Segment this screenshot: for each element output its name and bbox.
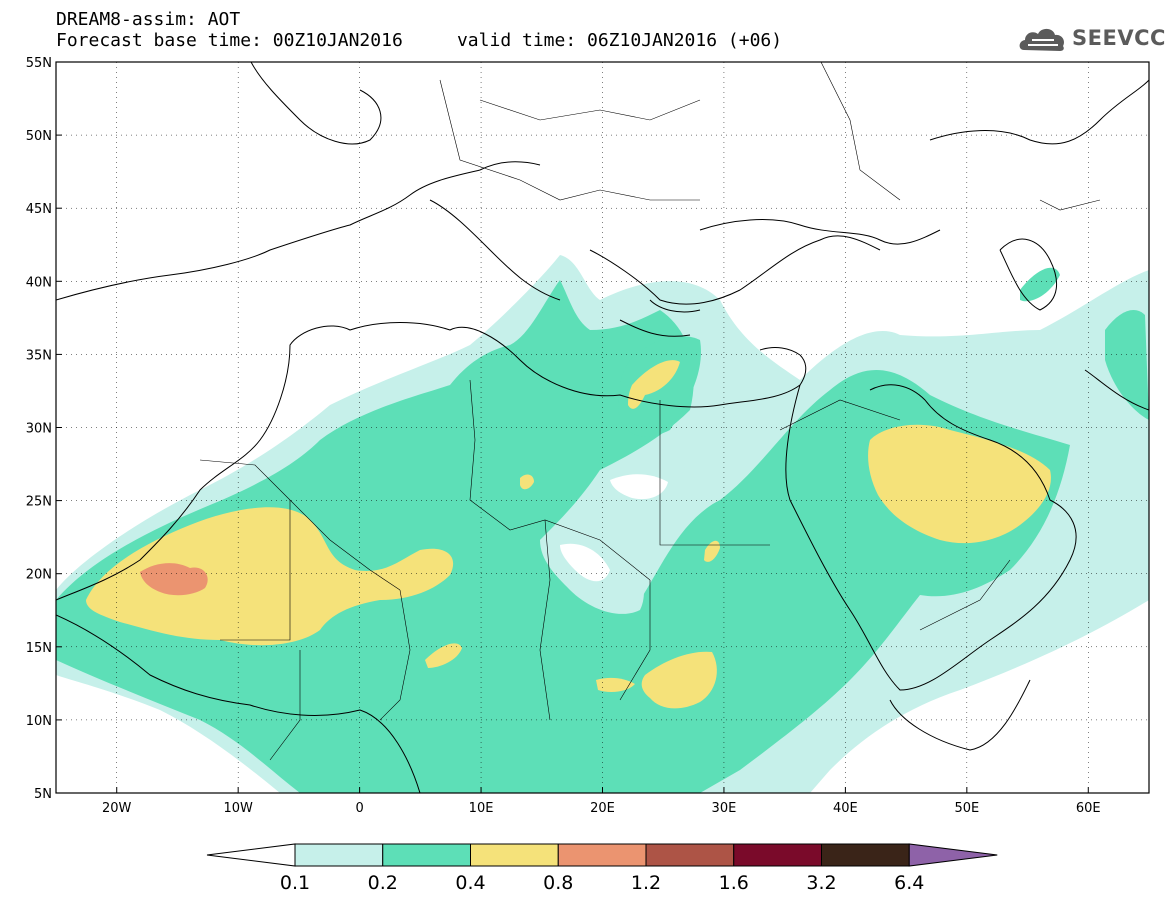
lat-tick-label: 40N xyxy=(26,275,52,290)
colorbar-swatch xyxy=(294,843,384,867)
map-title-product: DREAM8-assim: AOT xyxy=(56,9,241,30)
lat-tick-label: 15N xyxy=(26,641,52,656)
logo-text: SEEVCCC xyxy=(1072,26,1165,50)
colorbar-label: 6.4 xyxy=(894,872,925,894)
axis-ticks: 55N 50N 45N 40N 35N 30N 25N 20N 15N 10N 5N 20W 10W 0 1… xyxy=(26,56,1101,816)
lon-tick-label: 40E xyxy=(833,801,858,816)
lon-tick-label: 50E xyxy=(954,801,979,816)
lon-tick-label: 20W xyxy=(102,801,132,816)
aot-shading xyxy=(56,255,1149,793)
lat-tick-label: 25N xyxy=(26,495,52,510)
lat-tick-label: 30N xyxy=(26,422,52,437)
colorbar-swatch xyxy=(382,843,471,867)
aot-band-0.8 xyxy=(140,563,208,596)
lon-tick-label: 30E xyxy=(712,801,737,816)
colorbar xyxy=(206,843,998,867)
cloud-icon xyxy=(1019,28,1065,51)
coastlines xyxy=(56,62,1149,793)
lon-tick-label: 60E xyxy=(1076,801,1101,816)
graticule xyxy=(56,62,1149,793)
colorbar-max-arrow xyxy=(908,843,998,867)
colorbar-label: 1.6 xyxy=(718,872,749,894)
seevccc-logo: SEEVCCC xyxy=(1018,24,1165,54)
colorbar-swatch xyxy=(470,843,559,867)
colorbar-label: 0.2 xyxy=(367,872,398,894)
map-title-times: Forecast base time: 00Z10JAN2016 valid t… xyxy=(56,30,783,51)
lat-tick-label: 35N xyxy=(26,348,52,363)
lat-tick-label: 50N xyxy=(26,129,52,144)
aot-band-0.4-west xyxy=(86,507,454,646)
lat-tick-label: 5N xyxy=(34,787,52,802)
aot-band-0.4-sudan xyxy=(641,651,717,709)
colorbar-label: 1.2 xyxy=(630,872,662,894)
colorbar-swatch xyxy=(733,843,822,867)
lon-tick-label: 10E xyxy=(469,801,494,816)
colorbar-label: 0.4 xyxy=(455,872,486,894)
colorbar-swatch xyxy=(557,843,647,867)
colorbar-label: 0.8 xyxy=(543,872,574,894)
colorbar-min-arrow xyxy=(206,843,296,867)
colorbar-swatch xyxy=(645,843,735,867)
lat-tick-label: 45N xyxy=(26,202,52,217)
aot-band-0.4-arabia xyxy=(868,424,1051,544)
colorbar-label: 0.1 xyxy=(279,872,311,894)
colorbar-label: 3.2 xyxy=(806,872,837,894)
lon-tick-label: 10W xyxy=(223,801,253,816)
lat-tick-label: 55N xyxy=(26,56,52,71)
lat-tick-label: 10N xyxy=(26,714,52,729)
lon-tick-label: 20E xyxy=(590,801,615,816)
aot-band-0.2 xyxy=(56,280,1070,793)
lat-tick-label: 20N xyxy=(26,568,52,583)
borders xyxy=(199,62,1101,761)
colorbar-swatch xyxy=(821,843,910,867)
lon-tick-label: 0 xyxy=(355,801,363,816)
